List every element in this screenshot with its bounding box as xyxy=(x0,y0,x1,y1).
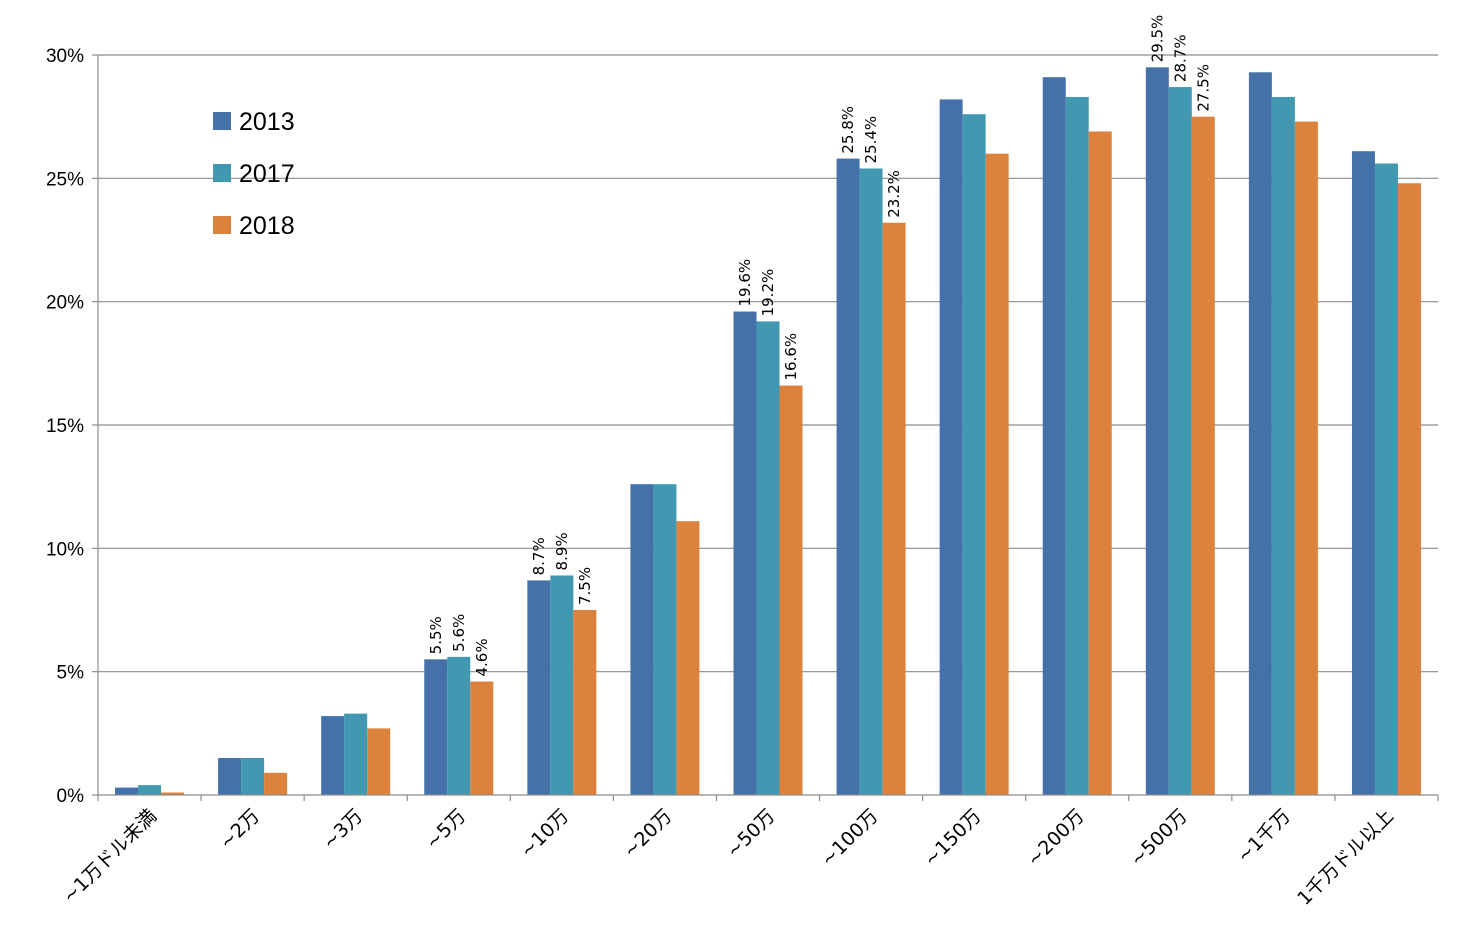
x-tick-label: ~10万 xyxy=(516,805,573,862)
bar-2013 xyxy=(733,311,757,795)
bar-2017 xyxy=(859,168,883,795)
data-label: 23.2% xyxy=(885,170,903,218)
bar-2013 xyxy=(218,758,242,795)
bar-2017 xyxy=(653,484,677,795)
data-labels: 5.5% 5.6% 4.6% 8.7% 8.9% 7.5% 19.6% 19.2% 16.6% 2… xyxy=(427,15,1213,677)
x-tick-label: ~1千万 xyxy=(1233,805,1295,867)
legend-swatch-2018 xyxy=(213,216,231,234)
x-tick-label: ~5万 xyxy=(422,805,471,854)
legend: 2013 2017 2018 xyxy=(213,108,295,240)
y-tick-label: 30% xyxy=(46,46,84,67)
bar-2018 xyxy=(573,610,597,795)
bar-2013 xyxy=(424,659,448,795)
bar-2017 xyxy=(138,785,162,795)
x-tick-label: ~20万 xyxy=(619,805,676,862)
bar-2017 xyxy=(756,321,780,795)
bar-2013 xyxy=(527,580,551,795)
bar-2017 xyxy=(1271,96,1295,795)
data-label: 16.6% xyxy=(782,333,800,381)
bar-2018 xyxy=(779,385,803,795)
legend-swatch-2013 xyxy=(213,112,231,130)
bar-2018 xyxy=(161,792,185,795)
x-tick-label: ~500万 xyxy=(1126,805,1192,871)
x-tick-label: ~50万 xyxy=(722,805,779,862)
data-label: 5.6% xyxy=(450,614,468,652)
x-tick-label: ~1万ドル未満 xyxy=(59,805,162,908)
data-label: 7.5% xyxy=(576,567,594,605)
x-axis-ticks: ~1万ドル未満 ~2万 ~3万 ~5万 ~10万 ~20万 ~50万 ~100万 ~150万 ~2… xyxy=(59,805,1398,910)
data-label: 8.7% xyxy=(530,537,548,575)
y-axis-ticks: 0% 5% 10% 15% 20% 25% 30% xyxy=(46,46,84,807)
data-label: 28.7% xyxy=(1171,34,1189,82)
x-tick-label: ~150万 xyxy=(920,805,986,871)
bar-2018 xyxy=(985,153,1009,795)
legend-swatch-2017 xyxy=(213,164,231,182)
bar-2017 xyxy=(1374,163,1398,796)
bar-2018 xyxy=(1397,183,1421,795)
legend-label-2013: 2013 xyxy=(239,108,295,136)
bar-2017 xyxy=(550,575,574,795)
bar-2018 xyxy=(1088,131,1112,795)
data-label: 25.4% xyxy=(862,116,880,164)
bar-2013 xyxy=(115,787,139,795)
bar-2017 xyxy=(447,656,471,795)
x-tick-label: ~2万 xyxy=(215,805,264,854)
data-label: 8.9% xyxy=(553,532,571,570)
data-label: 19.2% xyxy=(759,269,777,317)
data-label: 5.5% xyxy=(427,616,445,654)
bar-2013 xyxy=(630,484,654,795)
bar-2017 xyxy=(1065,96,1089,795)
bar-2013 xyxy=(1351,151,1375,795)
y-tick-label: 25% xyxy=(46,169,84,190)
legend-label-2018: 2018 xyxy=(239,212,295,240)
bar-2018 xyxy=(676,521,700,795)
y-tick-label: 15% xyxy=(46,416,84,437)
bar-2013 xyxy=(1145,67,1169,796)
x-tick-label: ~3万 xyxy=(318,805,367,854)
legend-label-2017: 2017 xyxy=(239,160,295,188)
bar-2013 xyxy=(1248,72,1272,796)
bar-2018 xyxy=(1294,121,1318,796)
y-tick-label: 10% xyxy=(46,539,84,560)
x-tick-label: ~200万 xyxy=(1023,805,1089,871)
bar-2017 xyxy=(241,758,265,795)
bar-2018 xyxy=(367,728,391,795)
y-tick-label: 0% xyxy=(57,786,85,807)
axes xyxy=(92,54,1439,801)
x-tick-label: 1千万ドル以上 xyxy=(1293,805,1398,910)
bar-2013 xyxy=(939,99,963,795)
data-label: 19.6% xyxy=(736,259,754,307)
bar-2018 xyxy=(470,681,494,795)
bar-2017 xyxy=(344,713,368,795)
bar-2018 xyxy=(264,772,288,795)
data-label: 25.8% xyxy=(839,106,857,154)
y-tick-label: 5% xyxy=(57,663,85,684)
bar-2013 xyxy=(1042,77,1066,795)
bar-2018 xyxy=(882,222,906,795)
data-label: 27.5% xyxy=(1194,64,1212,112)
data-label: 4.6% xyxy=(473,638,491,676)
y-tick-label: 20% xyxy=(46,293,84,314)
bar-2013 xyxy=(836,158,860,796)
bar-2013 xyxy=(321,716,345,795)
x-tick-label: ~100万 xyxy=(817,805,883,871)
data-label: 29.5% xyxy=(1148,15,1166,63)
bar-2018 xyxy=(1191,116,1215,795)
bars xyxy=(115,67,1421,796)
bar-2017 xyxy=(1168,87,1192,796)
bar-2017 xyxy=(962,114,986,795)
